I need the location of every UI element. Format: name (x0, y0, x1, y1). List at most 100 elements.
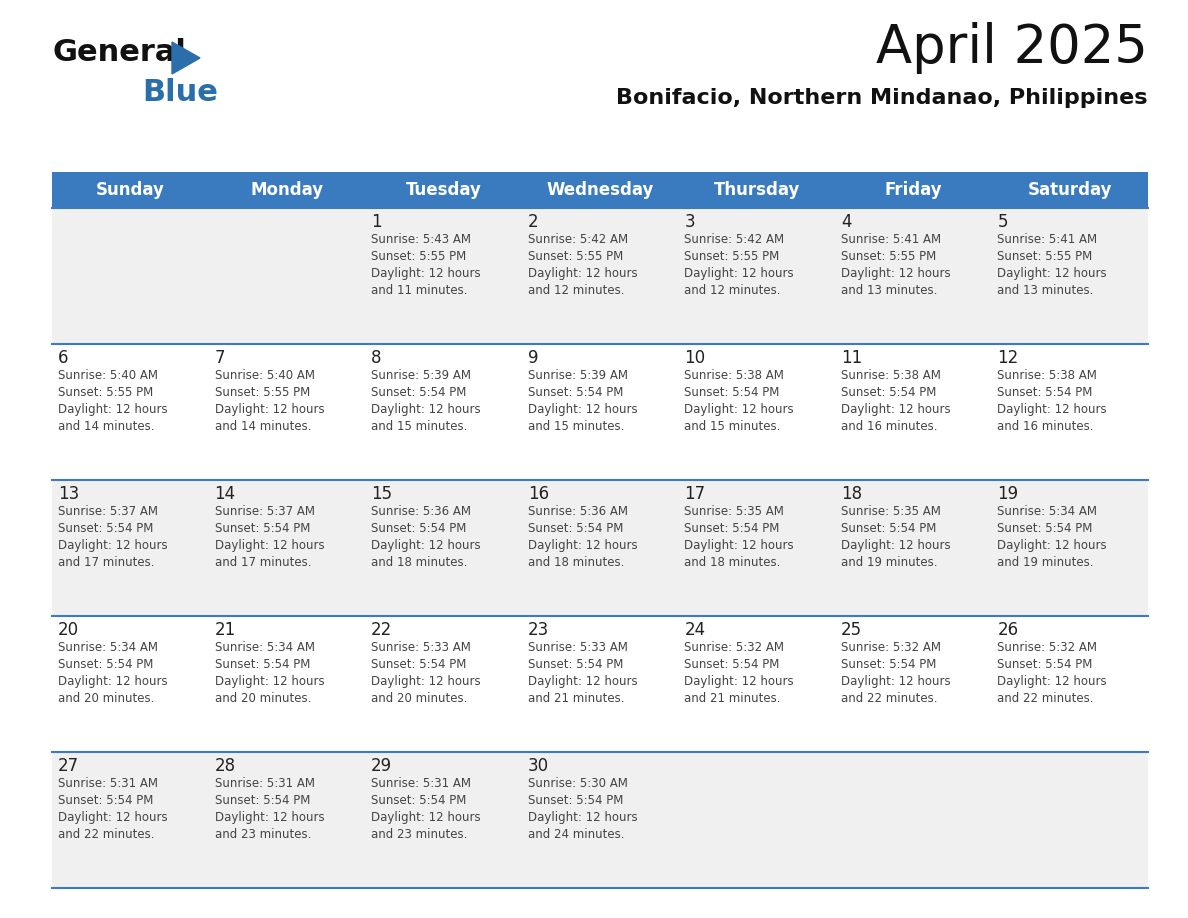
Text: 14: 14 (215, 485, 235, 503)
Text: Sunset: 5:54 PM: Sunset: 5:54 PM (371, 522, 467, 535)
Text: 21: 21 (215, 621, 236, 639)
Text: Sunset: 5:54 PM: Sunset: 5:54 PM (58, 794, 153, 807)
Text: Sunset: 5:54 PM: Sunset: 5:54 PM (684, 658, 779, 671)
Text: 2: 2 (527, 213, 538, 231)
Text: 18: 18 (841, 485, 862, 503)
Text: Sunrise: 5:30 AM: Sunrise: 5:30 AM (527, 777, 627, 790)
Text: Daylight: 12 hours: Daylight: 12 hours (841, 539, 950, 552)
Text: Daylight: 12 hours: Daylight: 12 hours (58, 811, 168, 824)
Text: Sunset: 5:54 PM: Sunset: 5:54 PM (998, 522, 1093, 535)
Text: 20: 20 (58, 621, 80, 639)
Text: Blue: Blue (143, 78, 217, 107)
Text: and 20 minutes.: and 20 minutes. (58, 692, 154, 705)
Text: Sunrise: 5:37 AM: Sunrise: 5:37 AM (215, 505, 315, 518)
Text: Sunset: 5:54 PM: Sunset: 5:54 PM (998, 386, 1093, 399)
Text: Daylight: 12 hours: Daylight: 12 hours (841, 267, 950, 280)
Text: Daylight: 12 hours: Daylight: 12 hours (841, 675, 950, 688)
Text: Daylight: 12 hours: Daylight: 12 hours (58, 675, 168, 688)
Text: 6: 6 (58, 349, 69, 367)
Text: Tuesday: Tuesday (405, 181, 481, 199)
Text: Thursday: Thursday (713, 181, 800, 199)
Text: Sunset: 5:54 PM: Sunset: 5:54 PM (527, 522, 623, 535)
Text: 10: 10 (684, 349, 706, 367)
Text: Sunset: 5:54 PM: Sunset: 5:54 PM (527, 658, 623, 671)
Text: 17: 17 (684, 485, 706, 503)
Text: Sunset: 5:54 PM: Sunset: 5:54 PM (371, 794, 467, 807)
Text: Monday: Monday (251, 181, 323, 199)
Text: and 20 minutes.: and 20 minutes. (215, 692, 311, 705)
Text: Saturday: Saturday (1028, 181, 1112, 199)
Text: and 18 minutes.: and 18 minutes. (684, 556, 781, 569)
Text: and 16 minutes.: and 16 minutes. (841, 420, 937, 433)
Text: and 22 minutes.: and 22 minutes. (841, 692, 937, 705)
Text: Sunrise: 5:38 AM: Sunrise: 5:38 AM (998, 369, 1098, 382)
Text: Daylight: 12 hours: Daylight: 12 hours (527, 403, 637, 416)
Text: Daylight: 12 hours: Daylight: 12 hours (58, 539, 168, 552)
Text: and 15 minutes.: and 15 minutes. (684, 420, 781, 433)
Text: Friday: Friday (884, 181, 942, 199)
Text: Daylight: 12 hours: Daylight: 12 hours (215, 403, 324, 416)
Text: Sunset: 5:54 PM: Sunset: 5:54 PM (371, 658, 467, 671)
Polygon shape (172, 42, 200, 74)
Text: 4: 4 (841, 213, 852, 231)
Text: 19: 19 (998, 485, 1018, 503)
Text: and 20 minutes.: and 20 minutes. (371, 692, 468, 705)
Text: 27: 27 (58, 757, 80, 775)
Text: 13: 13 (58, 485, 80, 503)
Text: Sunrise: 5:43 AM: Sunrise: 5:43 AM (371, 233, 472, 246)
Text: Sunrise: 5:36 AM: Sunrise: 5:36 AM (371, 505, 472, 518)
Text: Sunset: 5:54 PM: Sunset: 5:54 PM (684, 522, 779, 535)
Text: Sunrise: 5:42 AM: Sunrise: 5:42 AM (684, 233, 784, 246)
Text: Sunset: 5:55 PM: Sunset: 5:55 PM (527, 250, 623, 263)
Text: Sunrise: 5:38 AM: Sunrise: 5:38 AM (841, 369, 941, 382)
Text: Sunset: 5:55 PM: Sunset: 5:55 PM (998, 250, 1093, 263)
Bar (52, 480, 1148, 616)
Text: Sunset: 5:54 PM: Sunset: 5:54 PM (58, 522, 153, 535)
Text: Sunrise: 5:34 AM: Sunrise: 5:34 AM (998, 505, 1098, 518)
Text: Sunset: 5:55 PM: Sunset: 5:55 PM (215, 386, 310, 399)
Text: Sunrise: 5:40 AM: Sunrise: 5:40 AM (215, 369, 315, 382)
Text: Daylight: 12 hours: Daylight: 12 hours (58, 403, 168, 416)
Text: Daylight: 12 hours: Daylight: 12 hours (684, 675, 794, 688)
Text: and 22 minutes.: and 22 minutes. (58, 828, 154, 841)
Text: and 12 minutes.: and 12 minutes. (684, 284, 781, 297)
Text: and 13 minutes.: and 13 minutes. (998, 284, 1094, 297)
Text: Daylight: 12 hours: Daylight: 12 hours (998, 675, 1107, 688)
Text: and 15 minutes.: and 15 minutes. (527, 420, 624, 433)
Text: Sunset: 5:55 PM: Sunset: 5:55 PM (841, 250, 936, 263)
Text: Sunrise: 5:36 AM: Sunrise: 5:36 AM (527, 505, 627, 518)
Text: Sunset: 5:54 PM: Sunset: 5:54 PM (684, 386, 779, 399)
Text: and 19 minutes.: and 19 minutes. (998, 556, 1094, 569)
Text: Sunrise: 5:34 AM: Sunrise: 5:34 AM (215, 641, 315, 654)
Text: 3: 3 (684, 213, 695, 231)
Text: Daylight: 12 hours: Daylight: 12 hours (998, 403, 1107, 416)
Text: 29: 29 (371, 757, 392, 775)
Text: 7: 7 (215, 349, 225, 367)
Bar (52, 172, 1148, 208)
Text: Sunrise: 5:31 AM: Sunrise: 5:31 AM (215, 777, 315, 790)
Bar (52, 752, 1148, 888)
Text: Sunrise: 5:32 AM: Sunrise: 5:32 AM (841, 641, 941, 654)
Text: Sunrise: 5:32 AM: Sunrise: 5:32 AM (684, 641, 784, 654)
Text: Sunrise: 5:38 AM: Sunrise: 5:38 AM (684, 369, 784, 382)
Text: 11: 11 (841, 349, 862, 367)
Text: and 16 minutes.: and 16 minutes. (998, 420, 1094, 433)
Text: and 17 minutes.: and 17 minutes. (215, 556, 311, 569)
Text: and 14 minutes.: and 14 minutes. (215, 420, 311, 433)
Text: Sunset: 5:55 PM: Sunset: 5:55 PM (684, 250, 779, 263)
Text: Sunrise: 5:31 AM: Sunrise: 5:31 AM (58, 777, 158, 790)
Text: Sunrise: 5:33 AM: Sunrise: 5:33 AM (527, 641, 627, 654)
Text: Sunset: 5:54 PM: Sunset: 5:54 PM (215, 522, 310, 535)
Text: Daylight: 12 hours: Daylight: 12 hours (371, 811, 481, 824)
Text: Sunrise: 5:42 AM: Sunrise: 5:42 AM (527, 233, 627, 246)
Text: Sunrise: 5:37 AM: Sunrise: 5:37 AM (58, 505, 158, 518)
Text: 23: 23 (527, 621, 549, 639)
Text: 1: 1 (371, 213, 381, 231)
Text: Daylight: 12 hours: Daylight: 12 hours (215, 811, 324, 824)
Text: April 2025: April 2025 (876, 22, 1148, 74)
Text: Daylight: 12 hours: Daylight: 12 hours (215, 539, 324, 552)
Text: and 17 minutes.: and 17 minutes. (58, 556, 154, 569)
Text: Bonifacio, Northern Mindanao, Philippines: Bonifacio, Northern Mindanao, Philippine… (617, 88, 1148, 108)
Text: 24: 24 (684, 621, 706, 639)
Text: 26: 26 (998, 621, 1018, 639)
